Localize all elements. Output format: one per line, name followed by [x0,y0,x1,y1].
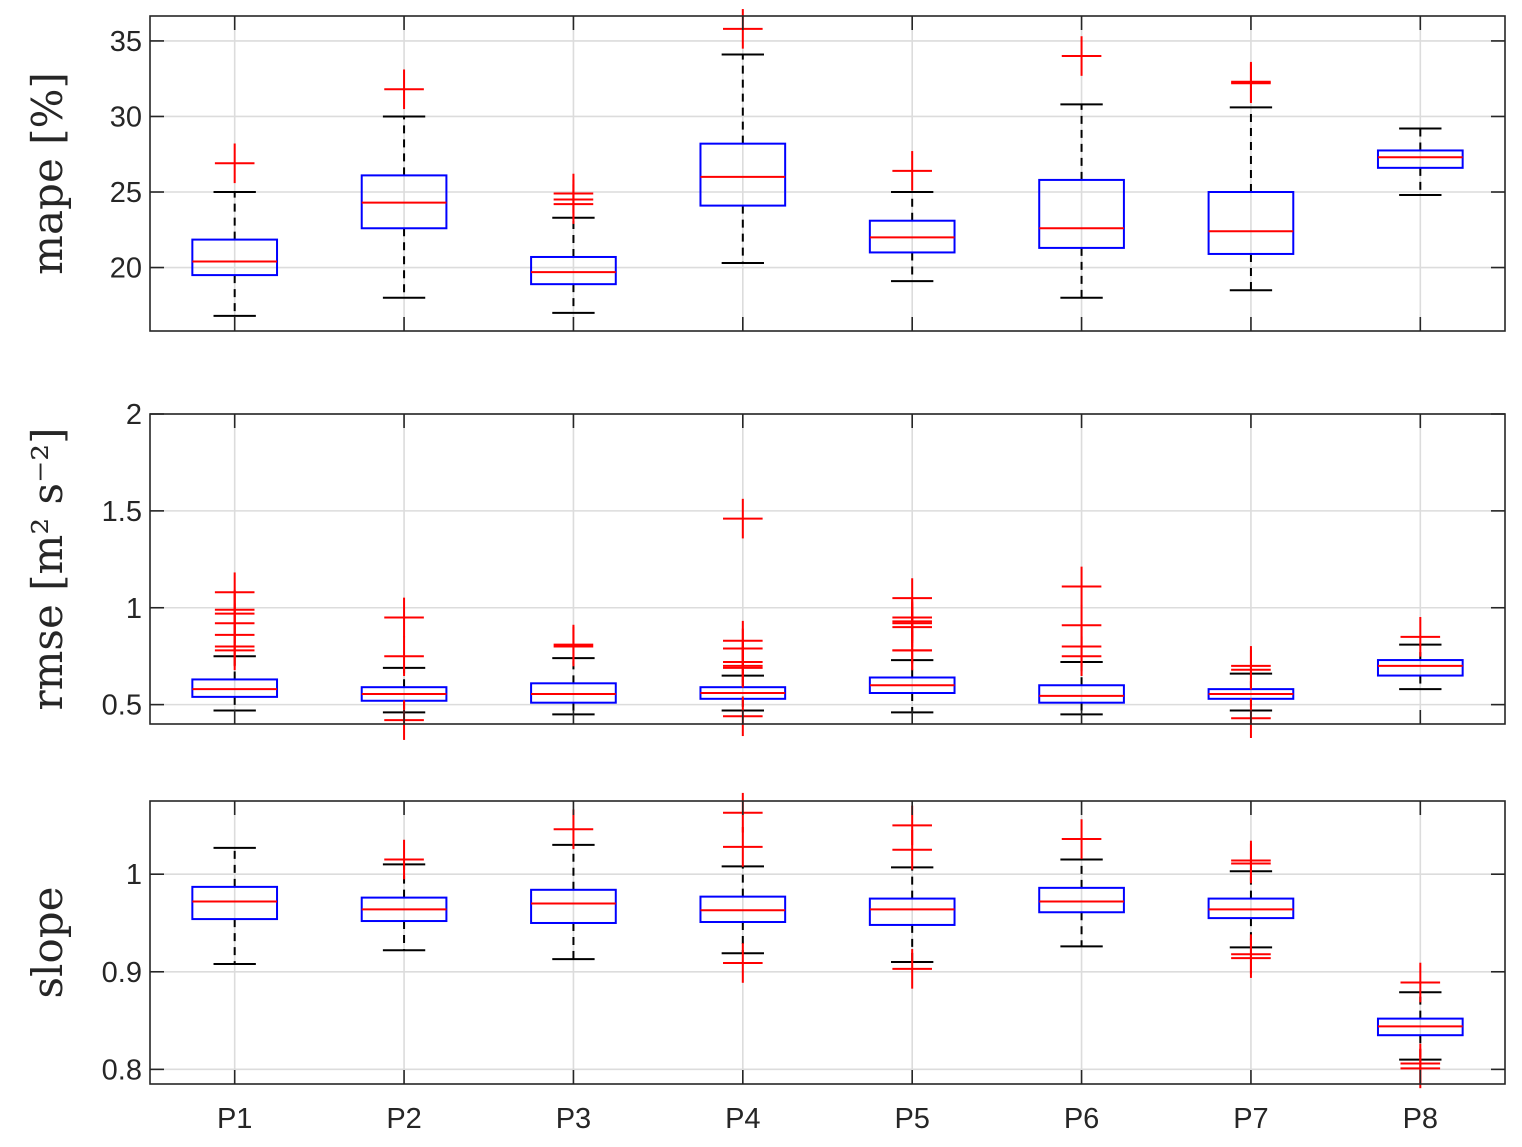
outlier-marker [553,809,594,850]
x-tick-label: P2 [386,1103,421,1135]
outlier-marker [1400,962,1441,1003]
axes-frame [149,413,1506,725]
box-p3 [530,809,617,961]
slope-panel: 0.8 0.9 1 P1 P2 P3 P4 P5 P6 P7 P8 slope [23,792,1506,1135]
x-tick-label: P8 [1403,1103,1438,1135]
box-p1 [191,143,279,317]
outlier-marker [1231,840,1271,881]
outlier-marker [723,943,763,983]
outlier-marker [384,636,424,676]
outlier-marker [723,620,763,661]
axes-frame [149,15,1506,332]
outlier-marker [214,572,255,613]
box-p2 [360,69,448,299]
outlier-marker [1231,934,1271,975]
y-tick-label: 20 [110,253,142,285]
x-tick-label: P6 [1064,1103,1099,1135]
outlier-marker [553,173,594,214]
box-p4 [699,792,787,983]
iqr-box [1207,191,1295,255]
x-tick-label: P7 [1233,1103,1268,1135]
outlier-marker [892,151,932,191]
iqr-box [868,897,956,926]
outlier-marker [892,578,932,618]
y-tick-label: 1 [126,859,142,891]
iqr-box [1038,684,1125,704]
outlier-marker [1231,61,1271,102]
y-tick-label: 25 [110,177,142,209]
y-tick-label: 1.5 [102,496,142,528]
box-p3 [530,624,617,716]
box-p1 [191,572,279,712]
outlier-marker [1061,819,1102,859]
box-p2 [360,597,448,740]
outlier-marker [723,498,763,539]
x-tick-label: P3 [556,1103,591,1135]
box-p6 [1038,819,1125,948]
box-p7 [1207,840,1295,978]
iqr-box [1038,886,1125,914]
mape-panel: 20 25 30 35 mape [%] [23,9,1506,332]
outlier-marker [1231,646,1271,686]
box-p7 [1207,61,1295,292]
y-tick-label: 1 [126,593,142,625]
box-p6 [1038,36,1125,299]
y-tick-label: 0.5 [102,690,142,722]
iqr-box [530,888,617,924]
y-tick-label: 0.8 [102,1054,142,1086]
outlier-marker [1061,566,1102,607]
box-p5 [868,578,956,714]
iqr-box [699,142,787,207]
box-p5 [868,805,956,989]
iqr-box [191,238,279,277]
y-tick-label: 0.9 [102,957,142,989]
box-p3 [530,173,617,314]
box-p8 [1376,962,1464,1089]
y-tick-label: 35 [110,26,142,58]
box-p4 [699,9,787,265]
outlier-marker [1061,605,1102,645]
iqr-box [1038,178,1125,249]
box-p8 [1376,127,1464,197]
outlier-marker [1400,617,1441,657]
rmse-panel: 0.5 1 1.5 2 rmse [m² s⁻²] [23,399,1506,740]
iqr-box [191,885,279,921]
outlier-marker [723,827,763,867]
outlier-marker [384,839,424,880]
y-tick-label: 30 [110,101,142,133]
iqr-box [530,255,617,286]
y-axis-label: rmse [m² s⁻²] [23,427,72,710]
iqr-box [1376,149,1464,169]
y-axis-label: slope [23,886,72,998]
iqr-box [1376,659,1464,677]
axes-frame [149,800,1506,1085]
x-tick-label: P5 [894,1103,929,1135]
box-p5 [868,151,956,283]
x-tick-label: P1 [217,1103,252,1135]
box-p8 [1376,617,1464,691]
outlier-marker [553,624,594,665]
box-p2 [360,839,448,952]
x-tick-label: P4 [725,1103,760,1135]
y-axis-label: mape [%] [23,72,72,275]
outlier-marker [384,69,424,110]
box-p1 [191,846,279,965]
outlier-marker [892,949,932,989]
outlier-marker [1061,36,1102,76]
y-tick-label: 2 [126,399,142,431]
outlier-marker [214,143,255,184]
outlier-marker [384,597,424,638]
box-p6 [1038,566,1125,716]
